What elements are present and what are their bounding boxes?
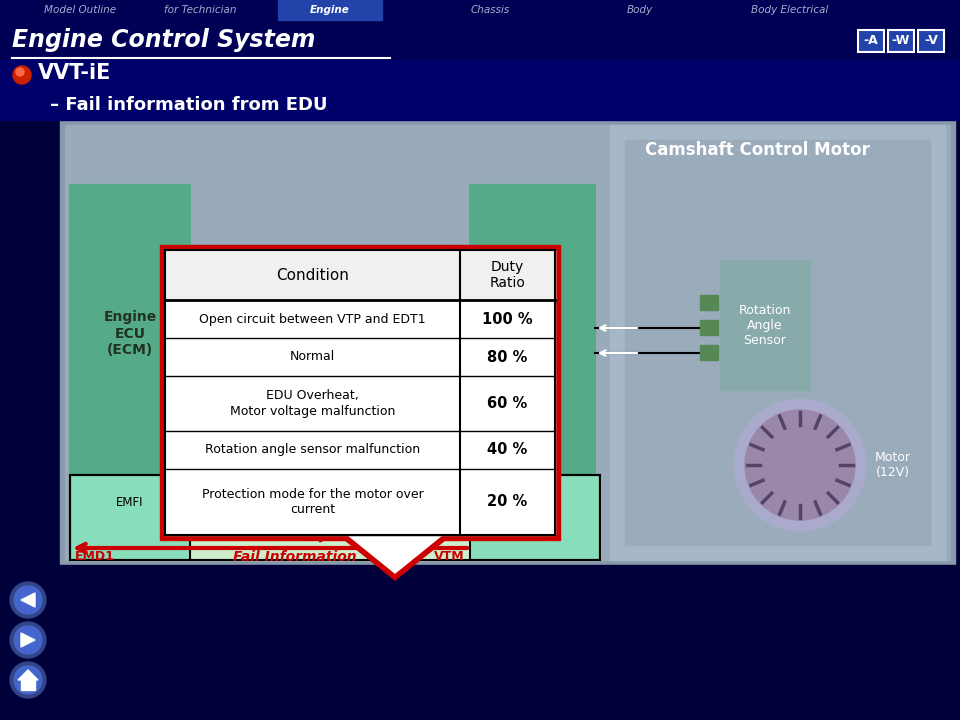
Circle shape (10, 662, 46, 698)
Text: Motor
(12V): Motor (12V) (875, 451, 911, 479)
Bar (70, 475, 600, 560)
Bar (625, 140, 930, 545)
Polygon shape (18, 670, 38, 680)
Text: Body: Body (627, 5, 653, 15)
Circle shape (13, 66, 31, 84)
Text: Camshaft Control Motor: Camshaft Control Motor (645, 141, 870, 159)
Text: VTM: VTM (434, 550, 465, 563)
Circle shape (14, 586, 42, 614)
Bar (60, 120, 955, 565)
Bar (470, 475, 600, 560)
Text: Direction: Direction (268, 496, 322, 509)
Text: Open circuit between VTP and EDT1: Open circuit between VTP and EDT1 (199, 312, 426, 325)
Bar (0, 565, 960, 720)
Text: EMD1: EMD1 (75, 550, 115, 563)
Text: Engine Control System: Engine Control System (12, 28, 316, 52)
Text: EDU Overheat,
Motor voltage malfunction: EDU Overheat, Motor voltage malfunction (229, 390, 396, 418)
Text: Rotation
Angle
Sensor: Rotation Angle Sensor (739, 304, 791, 346)
Text: VTM: VTM (522, 496, 548, 509)
Text: -W: -W (892, 35, 910, 48)
Bar (165, 250, 555, 535)
Text: -A: -A (864, 35, 878, 48)
Circle shape (735, 400, 865, 530)
Text: Fail Information: Fail Information (233, 550, 357, 564)
Text: 20 %: 20 % (488, 495, 528, 510)
Bar (858, 30, 884, 52)
Bar (65, 125, 950, 560)
Text: Model Outline: Model Outline (44, 5, 116, 15)
Polygon shape (345, 540, 445, 580)
Bar (720, 260, 810, 390)
Text: for Technician: for Technician (164, 5, 236, 15)
Text: VTi: VTi (420, 496, 439, 509)
Text: 40 %: 40 % (488, 443, 528, 457)
Bar (0, 20, 960, 60)
Text: EMFI: EMFI (116, 496, 144, 509)
Text: 5V: 5V (445, 499, 464, 512)
Bar (888, 30, 914, 52)
Bar (165, 250, 555, 300)
Text: Rotation angle sensor malfunction: Rotation angle sensor malfunction (204, 444, 420, 456)
Circle shape (16, 68, 24, 76)
Polygon shape (348, 535, 442, 573)
Polygon shape (21, 593, 35, 607)
Circle shape (14, 666, 42, 694)
Text: Engine: Engine (310, 5, 349, 15)
Text: EDU: EDU (515, 326, 550, 341)
Bar (470, 475, 600, 560)
Text: Protection mode for the motor over
current: Protection mode for the motor over curre… (202, 488, 423, 516)
Bar (278, 0, 382, 20)
Text: Normal: Normal (290, 351, 335, 364)
Polygon shape (21, 633, 35, 647)
Bar (0, 0, 960, 20)
Bar (21, 680, 35, 690)
Text: -V: -V (924, 35, 938, 48)
Text: 100 %: 100 % (482, 312, 533, 326)
Circle shape (10, 622, 46, 658)
Text: Condition: Condition (276, 268, 348, 282)
Bar (700, 295, 718, 310)
Bar (70, 475, 190, 560)
Bar (610, 125, 945, 560)
Bar (70, 185, 190, 515)
Bar (918, 30, 944, 52)
Text: Engine
ECU
(ECM): Engine ECU (ECM) (104, 310, 156, 356)
Bar (0, 60, 960, 120)
Text: 60 %: 60 % (488, 396, 528, 411)
Bar (700, 320, 718, 335)
Text: Duty
Ratio: Duty Ratio (490, 260, 525, 290)
Text: Body Electrical: Body Electrical (752, 5, 828, 15)
Circle shape (745, 410, 855, 520)
Bar (70, 475, 600, 560)
Text: – Fail information from EDU: – Fail information from EDU (50, 96, 327, 114)
Circle shape (10, 582, 46, 618)
Bar (160, 245, 560, 540)
Circle shape (14, 626, 42, 654)
Text: 80 %: 80 % (488, 349, 528, 364)
Text: Chassis: Chassis (470, 5, 510, 15)
Bar (700, 345, 718, 360)
Bar (470, 185, 595, 515)
Bar (165, 250, 555, 535)
Text: VVT-iE: VVT-iE (38, 63, 111, 83)
Bar (70, 475, 190, 560)
